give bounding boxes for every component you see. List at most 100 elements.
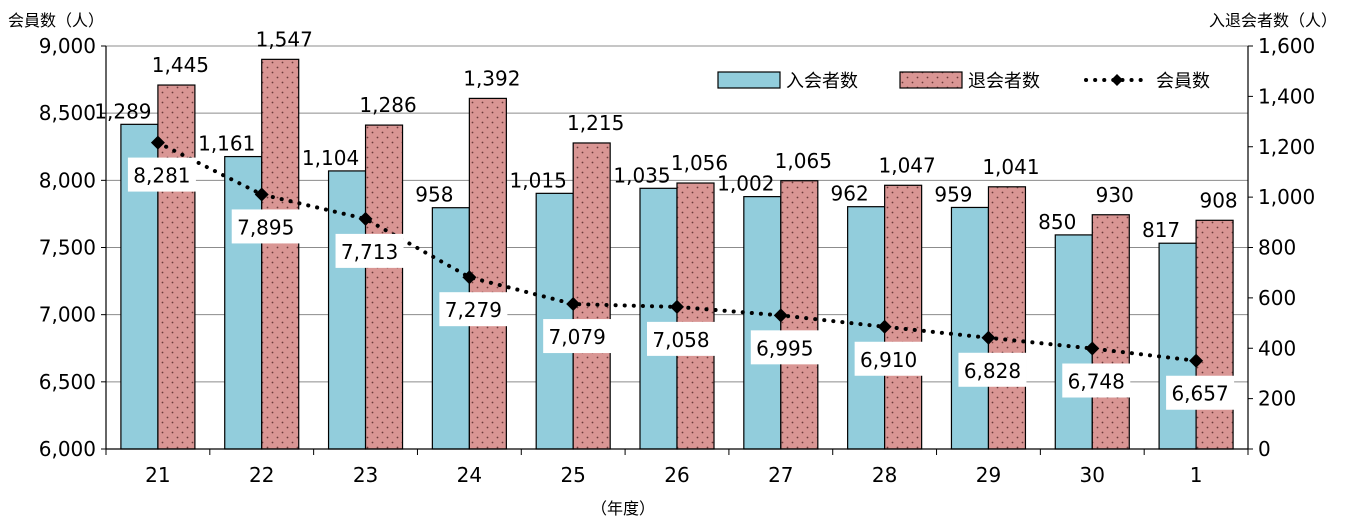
x-tick-label: 30 — [1080, 463, 1105, 487]
member-label-box — [854, 341, 923, 376]
member-label: 6,995 — [756, 336, 813, 360]
y-tick-label: 6,500 — [39, 370, 96, 394]
member-line-path — [155, 140, 1199, 363]
x-tick-label: 29 — [976, 463, 1001, 487]
bar-taikai — [468, 97, 507, 450]
member-label-box — [750, 330, 819, 365]
bar-nyukai — [224, 155, 263, 450]
member-point — [877, 319, 892, 334]
bar-nyukai — [639, 187, 678, 450]
bar-label-nyukai: 850 — [1038, 210, 1076, 234]
legend-label-nyukai: 入会者数 — [786, 71, 858, 92]
member-label: 6,828 — [964, 359, 1021, 383]
bar-label-taikai: 1,286 — [359, 93, 416, 117]
member-point — [566, 297, 581, 312]
member-label-box — [127, 157, 196, 192]
member-label: 6,657 — [1171, 382, 1228, 406]
y2-tick-label: 600 — [1258, 286, 1296, 310]
member-label-box — [439, 292, 508, 327]
x-tick-label: 24 — [457, 463, 482, 487]
x-tick-label: 28 — [872, 463, 897, 487]
bar-label-taikai: 1,215 — [567, 111, 624, 135]
member-point — [254, 187, 269, 202]
bar-label-taikai: 1,047 — [879, 153, 936, 177]
bar-taikai — [1195, 219, 1234, 450]
bar-label-taikai: 1,445 — [152, 53, 209, 77]
bar-label-nyukai: 1,104 — [302, 146, 359, 170]
member-label-box — [231, 209, 300, 244]
bar-label-taikai: 908 — [1199, 188, 1237, 212]
y2-tick-label: 1,600 — [1258, 34, 1315, 58]
legend-label-taikai: 退会者数 — [968, 71, 1040, 92]
x-tick-label: 25 — [560, 463, 585, 487]
member-label-box — [647, 321, 715, 356]
bar-label-taikai: 1,392 — [463, 66, 520, 90]
bar-taikai — [364, 124, 404, 450]
legend-marker-member — [1111, 74, 1123, 86]
y2-tick-label: 200 — [1258, 387, 1296, 411]
member-point — [358, 211, 373, 226]
member-label: 7,058 — [652, 328, 709, 352]
bar-taikai — [676, 182, 715, 450]
y2-axis-title: 入退会者数（人） — [1209, 11, 1337, 30]
bars — [120, 58, 1234, 450]
bar-label-nyukai: 962 — [831, 182, 869, 206]
y-tick-label: 6,000 — [39, 437, 96, 461]
member-point — [670, 299, 684, 314]
bar-taikai — [572, 142, 611, 450]
bar-taikai — [261, 58, 300, 450]
x-tick-label: 23 — [353, 463, 378, 487]
member-label: 6,748 — [1068, 370, 1125, 394]
axes: 6,000 6,500 7,000 7,500 8,000 8,500 9,000 0 200 4… — [39, 34, 1316, 487]
x-axis-title: （年度） — [591, 499, 655, 518]
bar-label-taikai: 930 — [1096, 183, 1134, 207]
bar-label-taikai: 1,547 — [256, 27, 313, 51]
y-tick-label: 8,000 — [39, 168, 96, 192]
bar-taikai — [987, 186, 1027, 450]
member-label-box — [958, 352, 1027, 387]
legend-swatch-nyukai — [717, 71, 781, 89]
bar-label-nyukai: 958 — [415, 183, 453, 207]
bar-label-nyukai: 1,015 — [510, 168, 567, 192]
member-label: 7,713 — [341, 240, 398, 264]
bar-nyukai — [431, 207, 470, 450]
bar-label-taikai: 1,056 — [671, 151, 728, 175]
y2-tick-label: 0 — [1258, 437, 1271, 461]
member-point — [981, 330, 996, 345]
member-label: 7,079 — [549, 325, 606, 349]
bar-taikai — [884, 184, 923, 450]
member-label: 8,281 — [133, 164, 190, 188]
bar-label-taikai: 1,041 — [982, 155, 1039, 179]
x-tick-label: 26 — [664, 463, 689, 487]
y-axis-title: 会員数（人） — [8, 11, 104, 30]
bar-nyukai — [1054, 234, 1093, 450]
bar-label-nyukai: 1,002 — [717, 172, 774, 196]
bar-nyukai — [743, 196, 782, 450]
y-tick-label: 8,500 — [39, 101, 96, 125]
bar-label-nyukai: 1,289 — [94, 99, 151, 123]
y2-tick-label: 1,200 — [1258, 135, 1315, 159]
member-point — [1085, 341, 1100, 356]
legend-label-member: 会員数 — [1156, 71, 1210, 92]
y2-tick-label: 1,400 — [1258, 84, 1315, 108]
y2-tick-label: 400 — [1258, 336, 1296, 360]
member-line — [150, 135, 1204, 368]
y2-tick-label: 800 — [1258, 236, 1296, 260]
legend: 入会者数 退会者数 会員数 — [717, 71, 1210, 92]
bar-nyukai — [327, 170, 367, 450]
x-tick-label: 22 — [249, 463, 274, 487]
bar-nyukai — [950, 206, 990, 450]
y2-tick-label: 1,000 — [1258, 185, 1315, 209]
member-label-box — [1062, 363, 1131, 398]
legend-swatch-taikai — [899, 71, 963, 89]
member-point — [773, 308, 788, 323]
bar-label-nyukai: 817 — [1142, 218, 1180, 242]
member-label: 7,895 — [237, 215, 294, 239]
member-label-box — [543, 319, 612, 354]
member-label-box — [335, 233, 404, 268]
y-tick-label: 9,000 — [39, 34, 96, 58]
member-label: 6,910 — [860, 348, 917, 372]
x-tick-label: 21 — [145, 463, 170, 487]
y-tick-label: 7,000 — [39, 303, 96, 327]
